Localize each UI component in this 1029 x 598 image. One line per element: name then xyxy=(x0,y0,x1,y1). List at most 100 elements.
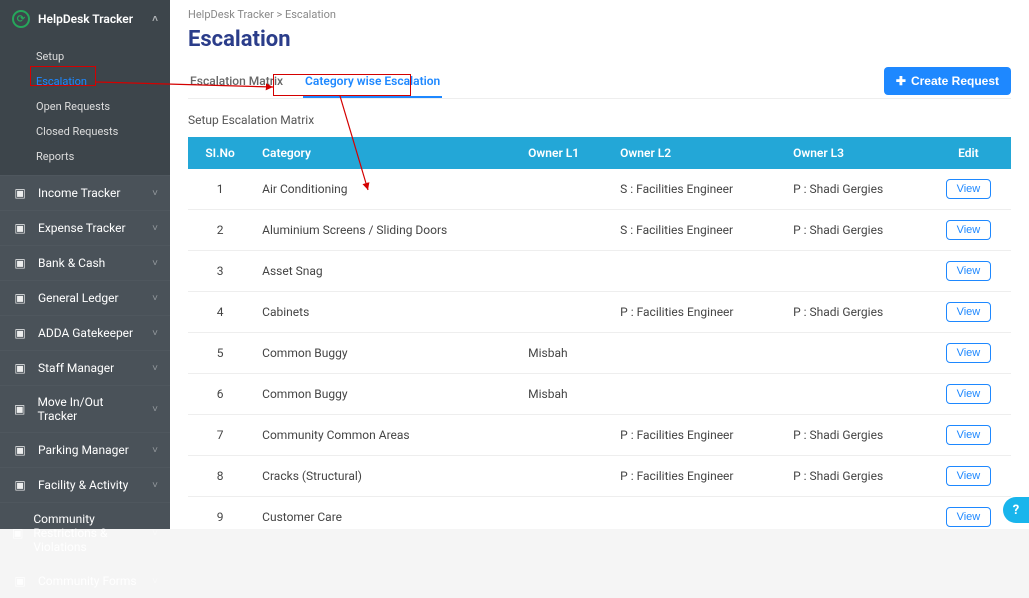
chevron-up-icon: ˄ xyxy=(152,14,158,25)
breadcrumb: HelpDesk Tracker > Escalation xyxy=(188,8,1011,21)
cell-sino: 3 xyxy=(188,251,252,292)
cell-edit: View xyxy=(926,210,1011,251)
chevron-down-icon: ˅ xyxy=(152,258,158,269)
table-body: 1Air Conditioning S : Facilities Engineer… xyxy=(188,169,1011,529)
cell-category: Common Buggy xyxy=(252,374,518,415)
move-icon: ▣ xyxy=(12,401,27,417)
sidebar-subitem[interactable]: Open Requests xyxy=(36,94,170,119)
cell-owner-l2 xyxy=(610,251,783,292)
helpdesk-icon: ⟳ xyxy=(12,10,30,28)
parking-icon: ▣ xyxy=(12,442,28,458)
sidebar-module-label: Staff Manager xyxy=(38,361,114,375)
sidebar-module[interactable]: ▣Staff Manager˅ xyxy=(0,350,170,385)
sidebar-module[interactable]: ▣ Parking Manager ˅ xyxy=(0,432,170,467)
cell-edit: View xyxy=(926,497,1011,530)
table-row: 5Common BuggyMisbahView xyxy=(188,333,1011,374)
view-button[interactable]: View xyxy=(946,466,992,486)
table-header-cell: Owner L1 xyxy=(518,137,610,169)
sidebar-module-label: Parking Manager xyxy=(38,443,129,457)
sidebar-module[interactable]: ▣Community Forms˅ xyxy=(0,563,170,598)
table-header-cell: Owner L3 xyxy=(783,137,926,169)
sidebar-module[interactable]: ▣General Ledger˅ xyxy=(0,280,170,315)
help-bubble[interactable]: ? xyxy=(1003,497,1029,523)
cell-category: Air Conditioning xyxy=(252,169,518,210)
table-row: 7Community Common AreasP : Facilities En… xyxy=(188,415,1011,456)
annotation-box-sidebar xyxy=(30,66,96,86)
sidebar-module[interactable]: ▣Move In/Out Tracker˅ xyxy=(0,385,170,432)
cell-owner-l1: Misbah xyxy=(518,374,610,415)
sidebar-module-label: General Ledger xyxy=(38,291,119,305)
table-header-row: SI.NoCategoryOwner L1Owner L2Owner L3Edi… xyxy=(188,137,1011,169)
table-row: 4CabinetsP : Facilities EngineerP : Shad… xyxy=(188,292,1011,333)
view-button[interactable]: View xyxy=(946,507,992,527)
cell-owner-l1 xyxy=(518,169,610,210)
sidebar-module[interactable]: ▣Expense Tracker˅ xyxy=(0,210,170,245)
page-title: Escalation xyxy=(188,27,1011,52)
view-button[interactable]: View xyxy=(946,425,992,445)
cell-owner-l2: P : Facilities Engineer xyxy=(610,456,783,497)
cell-category: Community Common Areas xyxy=(252,415,518,456)
cell-sino: 1 xyxy=(188,169,252,210)
sidebar-subitems: SetupEscalationOpen RequestsClosed Reque… xyxy=(0,38,170,175)
cell-owner-l1: Misbah xyxy=(518,333,610,374)
cell-edit: View xyxy=(926,374,1011,415)
table-row: 3Asset Snag View xyxy=(188,251,1011,292)
cell-owner-l2 xyxy=(610,333,783,374)
sidebar-module[interactable]: ▣Income Tracker˅ xyxy=(0,175,170,210)
table-header-cell: Edit xyxy=(926,137,1011,169)
cell-owner-l3: P : Shadi Gergies xyxy=(783,210,926,251)
cell-owner-l3 xyxy=(783,374,926,415)
cell-owner-l3 xyxy=(783,497,926,530)
table-row: 8Cracks (Structural)P : Facilities Engin… xyxy=(188,456,1011,497)
view-button[interactable]: View xyxy=(946,384,992,404)
sidebar-module-label: Facility & Activity xyxy=(38,478,128,492)
staff-icon: ▣ xyxy=(12,360,28,376)
cell-owner-l2: P : Facilities Engineer xyxy=(610,415,783,456)
sidebar-active-module[interactable]: ⟳ HelpDesk Tracker ˄ xyxy=(0,0,170,38)
cell-category: Customer Care xyxy=(252,497,518,530)
cell-owner-l2: P : Facilities Engineer xyxy=(610,292,783,333)
cell-category: Asset Snag xyxy=(252,251,518,292)
view-button[interactable]: View xyxy=(946,220,992,240)
cell-edit: View xyxy=(926,333,1011,374)
cell-sino: 5 xyxy=(188,333,252,374)
cell-owner-l3: P : Shadi Gergies xyxy=(783,169,926,210)
plus-icon: ✚ xyxy=(896,74,906,88)
view-button[interactable]: View xyxy=(946,343,992,363)
gatekeeper-icon: ▣ xyxy=(12,325,28,341)
create-request-button[interactable]: ✚ Create Request xyxy=(884,67,1011,95)
escalation-table: SI.NoCategoryOwner L1Owner L2Owner L3Edi… xyxy=(188,137,1011,529)
expense-icon: ▣ xyxy=(12,220,28,236)
view-button[interactable]: View xyxy=(946,261,992,281)
chevron-down-icon: ˅ xyxy=(152,445,158,456)
cell-owner-l3: P : Shadi Gergies xyxy=(783,292,926,333)
sidebar-module[interactable]: ▣Facility & Activity˅ xyxy=(0,467,170,502)
sidebar-module-label: Bank & Cash xyxy=(38,256,105,270)
cell-category: Cabinets xyxy=(252,292,518,333)
table-row: 9Customer CareView xyxy=(188,497,1011,530)
sidebar-active-label: HelpDesk Tracker xyxy=(38,12,133,26)
sidebar-module[interactable]: ▣Community Restrictions & Violations˅ xyxy=(0,502,170,563)
view-button[interactable]: View xyxy=(946,302,992,322)
cell-owner-l2: S : Facilities Engineer xyxy=(610,210,783,251)
cell-category: Aluminium Screens / Sliding Doors xyxy=(252,210,518,251)
cell-owner-l1 xyxy=(518,415,610,456)
sidebar-module-label: Income Tracker xyxy=(38,186,120,200)
cell-sino: 8 xyxy=(188,456,252,497)
sidebar-subitem[interactable]: Closed Requests xyxy=(36,119,170,144)
cell-owner-l3 xyxy=(783,251,926,292)
sidebar-module-label: Expense Tracker xyxy=(38,221,126,235)
table-header-cell: Category xyxy=(252,137,518,169)
view-button[interactable]: View xyxy=(946,179,992,199)
chevron-down-icon: ˅ xyxy=(152,293,158,304)
sidebar-module[interactable]: ▣Bank & Cash˅ xyxy=(0,245,170,280)
table-row: 1Air ConditioningS : Facilities Engineer… xyxy=(188,169,1011,210)
cell-edit: View xyxy=(926,456,1011,497)
cell-owner-l3 xyxy=(783,333,926,374)
annotation-box-tab xyxy=(273,74,411,96)
tab[interactable]: Escalation Matrix xyxy=(188,66,285,98)
cell-edit: View xyxy=(926,251,1011,292)
cell-owner-l2 xyxy=(610,497,783,530)
sidebar-module[interactable]: ▣ADDA Gatekeeper˅ xyxy=(0,315,170,350)
sidebar-subitem[interactable]: Reports xyxy=(36,144,170,169)
